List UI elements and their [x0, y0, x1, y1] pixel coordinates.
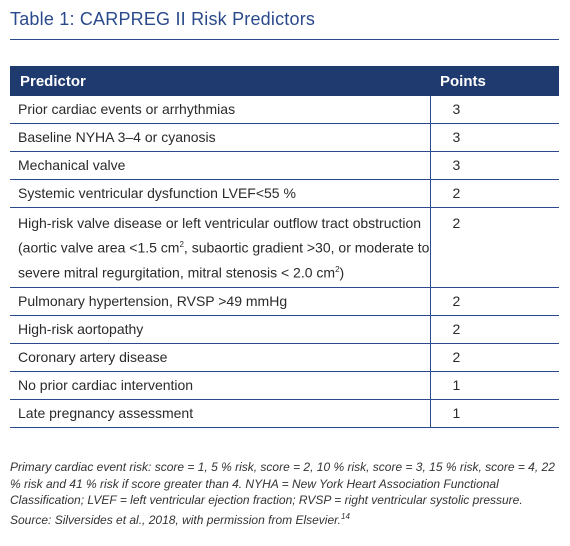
table-header-row: Predictor Points	[10, 66, 559, 96]
points-cell: 1	[430, 371, 559, 401]
predictor-cell: Prior cardiac events or arrhythmias	[10, 96, 431, 124]
superscript: 2	[179, 240, 184, 249]
table-title: Table 1: CARPREG II Risk Predictors	[10, 9, 316, 29]
points-cell: 2	[430, 207, 559, 289]
superscript: 2	[335, 264, 340, 274]
points-cell: 2	[430, 287, 559, 317]
table-row: High-risk valve disease or left ventricu…	[10, 207, 559, 289]
table-row: Systemic ventricular dysfunction LVEF<55…	[10, 179, 559, 208]
table-row: Prior cardiac events or arrhythmias 3	[10, 96, 559, 124]
points-cell: 3	[430, 96, 559, 124]
predictor-cell: Mechanical valve	[10, 151, 431, 180]
table-row: Coronary artery disease 2	[10, 343, 559, 373]
footnote-text: Primary cardiac event risk: score = 1, 5…	[10, 460, 555, 527]
predictor-text-part: )	[339, 264, 345, 281]
risk-predictors-table: Predictor Points Prior cardiac events or…	[10, 66, 559, 429]
table-row: No prior cardiac intervention 1	[10, 371, 559, 401]
table-row: Mechanical valve 3	[10, 151, 559, 180]
table-row: Pulmonary hypertension, RVSP >49 mmHg 2	[10, 287, 559, 317]
table-row: Baseline NYHA 3–4 or cyanosis 3	[10, 123, 559, 152]
table-row: High-risk aortopathy 2	[10, 315, 559, 345]
predictor-cell: High-risk aortopathy	[10, 315, 431, 345]
title-divider	[10, 39, 559, 40]
points-cell: 2	[430, 315, 559, 345]
predictor-cell: Baseline NYHA 3–4 or cyanosis	[10, 123, 431, 152]
footnote-reference: 14	[341, 511, 350, 521]
table-footnote: Primary cardiac event risk: score = 1, 5…	[10, 459, 559, 528]
predictor-cell: Systemic ventricular dysfunction LVEF<55…	[10, 179, 431, 208]
points-cell: 2	[430, 179, 559, 208]
predictor-cell: No prior cardiac intervention	[10, 371, 431, 401]
points-cell: 2	[430, 343, 559, 373]
table-row: Late pregnancy assessment 1	[10, 399, 559, 429]
header-points: Points	[430, 66, 559, 96]
predictor-cell: Late pregnancy assessment	[10, 399, 431, 429]
points-cell: 3	[430, 123, 559, 152]
predictor-cell: High-risk valve disease or left ventricu…	[10, 207, 431, 289]
predictor-cell: Pulmonary hypertension, RVSP >49 mmHg	[10, 287, 431, 317]
predictor-text-part: High-risk valve disease or left ventricu…	[18, 215, 422, 256]
predictor-cell: Coronary artery disease	[10, 343, 431, 373]
points-cell: 3	[430, 151, 559, 180]
predictor-text-part: , subaortic gradient >30, or moderate to…	[18, 239, 430, 281]
points-cell: 1	[430, 399, 559, 429]
header-predictor: Predictor	[10, 66, 431, 96]
